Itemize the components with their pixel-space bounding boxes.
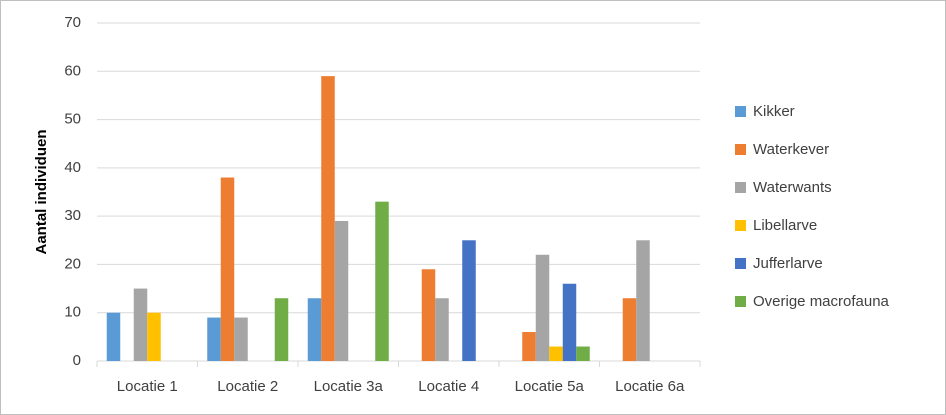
bar <box>522 332 536 361</box>
x-tick-label: Locatie 2 <box>217 378 278 395</box>
legend-swatch <box>735 182 746 193</box>
bar <box>234 317 248 361</box>
y-tick-label: 20 <box>64 255 81 272</box>
bar <box>375 201 389 361</box>
bar <box>562 283 577 361</box>
legend-swatch <box>735 144 746 155</box>
y-tick-label: 40 <box>64 159 81 176</box>
bar <box>576 346 590 361</box>
legend-label: Waterwants <box>753 179 832 196</box>
bar <box>334 220 349 361</box>
bar <box>207 317 221 361</box>
legend-swatch <box>735 258 746 269</box>
bar <box>622 298 637 361</box>
y-tick-label: 60 <box>64 62 81 79</box>
bar <box>435 298 449 361</box>
bar <box>307 298 322 361</box>
x-tick-label: Locatie 6a <box>615 378 685 395</box>
legend-label: Jufferlarve <box>753 255 823 272</box>
legend-swatch <box>735 296 746 307</box>
x-tick-label: Locatie 5a <box>515 378 585 395</box>
x-tick-label: Locatie 4 <box>418 378 479 395</box>
legend-swatch <box>735 106 746 117</box>
bar <box>421 269 436 361</box>
bar <box>549 346 563 361</box>
bar <box>636 240 650 361</box>
y-axis-label: Aantal individuen <box>33 129 50 254</box>
y-tick-label: 10 <box>64 304 81 321</box>
legend-label: Kikker <box>753 103 795 120</box>
bar <box>535 254 550 361</box>
bar <box>133 288 148 361</box>
bar <box>321 76 335 361</box>
legend-swatch <box>735 220 746 231</box>
bar <box>106 312 121 361</box>
legend-label: Waterkever <box>753 141 829 158</box>
y-tick-label: 0 <box>73 352 81 369</box>
x-tick-label: Locatie 3a <box>314 378 384 395</box>
y-tick-label: 30 <box>64 207 81 224</box>
legend-label: Overige macrofauna <box>753 293 890 310</box>
legend-label: Libellarve <box>753 217 817 234</box>
bar <box>147 312 161 361</box>
x-tick-label: Locatie 1 <box>117 378 178 395</box>
bar <box>462 240 476 361</box>
bar <box>220 177 235 361</box>
y-tick-label: 70 <box>64 14 81 31</box>
bar <box>274 298 289 361</box>
y-tick-label: 50 <box>64 111 81 128</box>
